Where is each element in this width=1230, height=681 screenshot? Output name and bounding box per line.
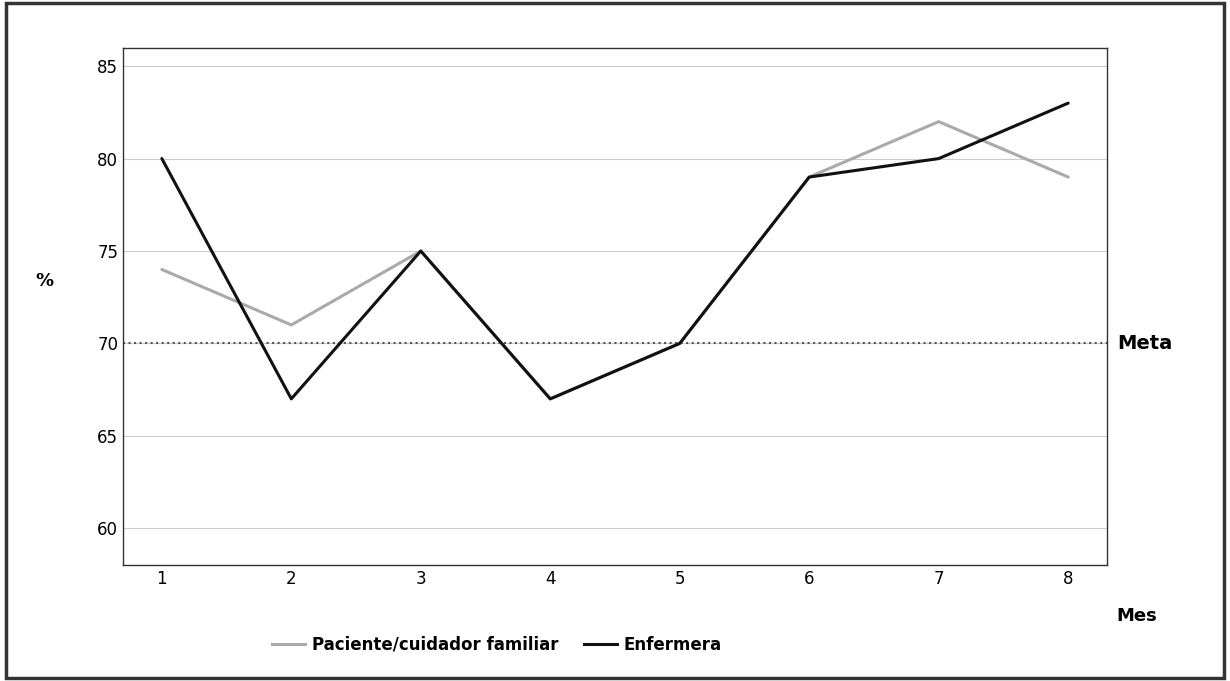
Text: Meta: Meta — [1117, 334, 1172, 353]
Legend: Paciente/cuidador familiar, Enfermera: Paciente/cuidador familiar, Enfermera — [266, 629, 728, 661]
Text: %: % — [36, 272, 53, 289]
Text: Mes: Mes — [1117, 607, 1157, 624]
